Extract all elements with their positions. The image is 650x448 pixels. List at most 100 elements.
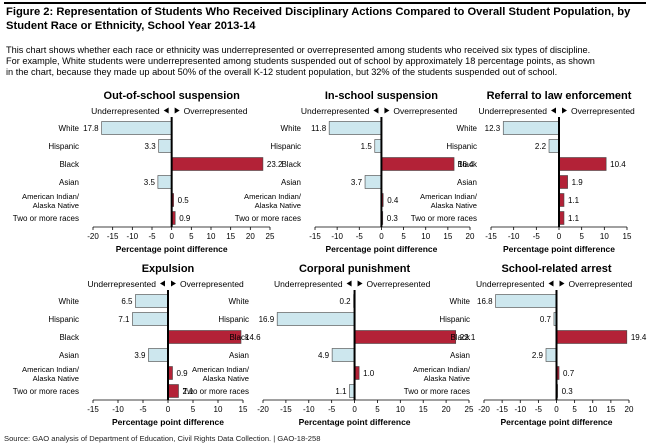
x-tick-label: -15 (107, 232, 119, 241)
legend-over-label: Overrepresented (367, 279, 431, 289)
x-tick-label: 15 (419, 405, 428, 414)
panel-title: Out-of-school suspension (104, 90, 241, 102)
category-label: Black (281, 160, 302, 169)
category-label: American Indian/ (22, 365, 80, 374)
x-tick-label: 5 (401, 232, 406, 241)
x-axis-title: Percentage point difference (325, 244, 437, 254)
data-bar (157, 175, 172, 189)
x-tick-label: 10 (588, 405, 597, 414)
value-label: 16.8 (477, 297, 493, 306)
legend-under-label: Underrepresented (476, 279, 545, 289)
x-tick-label: 25 (465, 405, 474, 414)
x-tick-label: 15 (443, 232, 452, 241)
x-tick-label: -10 (331, 232, 343, 241)
value-label: 16.9 (259, 315, 275, 324)
category-label: American Indian/ (420, 192, 478, 201)
value-label: 11.8 (311, 124, 327, 133)
x-tick-label: -15 (496, 405, 508, 414)
data-bar (495, 294, 557, 308)
description-line-1: This chart shows whether each race or et… (6, 45, 591, 55)
category-label: Alaska Native (33, 201, 79, 210)
data-bar (364, 175, 382, 189)
value-label: 1.0 (363, 369, 375, 378)
x-tick-label: 20 (466, 232, 475, 241)
x-tick-label: -20 (87, 232, 99, 241)
legend-over-label: Overrepresented (569, 279, 633, 289)
category-label: White (281, 124, 302, 133)
category-label: Asian (59, 178, 79, 187)
description-line-2: For example, White students were underre… (6, 56, 595, 66)
data-bar (558, 157, 607, 171)
data-bar (558, 175, 568, 189)
x-tick-label: -5 (328, 405, 336, 414)
value-label: 4.9 (318, 351, 330, 360)
data-bar (381, 157, 455, 171)
right-arrow-icon (357, 280, 363, 287)
x-tick-label: -10 (303, 405, 315, 414)
category-label: Black (59, 333, 80, 342)
value-label: 1.5 (361, 142, 373, 151)
value-label: 2.9 (532, 351, 544, 360)
category-label: Asian (59, 351, 79, 360)
panel-title: In-school suspension (325, 90, 438, 102)
x-tick-label: 5 (579, 232, 584, 241)
x-tick-label: -15 (309, 232, 321, 241)
x-tick-label: 5 (375, 405, 380, 414)
x-tick-label: 15 (226, 232, 235, 241)
x-tick-label: -15 (280, 405, 292, 414)
x-tick-label: 10 (214, 405, 223, 414)
legend-under-label: Underrepresented (87, 279, 156, 289)
right-arrow-icon (562, 107, 567, 114)
right-arrow-icon (559, 280, 565, 287)
value-label: 12.3 (485, 124, 501, 133)
data-bar (354, 330, 457, 344)
left-arrow-icon (163, 107, 169, 114)
category-label: Alaska Native (33, 374, 79, 383)
category-label: American Indian/ (22, 192, 80, 201)
x-axis-title: Percentage point difference (116, 244, 228, 254)
value-label: 0.4 (387, 196, 399, 205)
x-tick-label: -5 (148, 232, 156, 241)
category-label: Two or more races (183, 387, 249, 396)
legend-over-label: Overrepresented (571, 106, 635, 116)
category-label: Black (457, 160, 478, 169)
x-tick-label: 10 (600, 232, 609, 241)
data-bar (167, 384, 179, 398)
value-label: 3.7 (351, 178, 363, 187)
panel-title: Referral to law enforcement (487, 90, 632, 102)
legend-over-label: Overrepresented (393, 106, 457, 116)
value-label: 2.1 (183, 387, 195, 396)
value-label: 1.1 (568, 214, 580, 223)
legend-under-label: Underrepresented (301, 106, 370, 116)
x-tick-label: 10 (421, 232, 430, 241)
source-note: Source: GAO analysis of Department of Ed… (4, 434, 321, 443)
value-label: 1.1 (568, 196, 580, 205)
value-label: 0.7 (540, 315, 552, 324)
x-tick-label: -10 (514, 405, 526, 414)
value-label: 2.2 (535, 142, 547, 151)
category-label: Hispanic (218, 315, 249, 324)
category-label: Hispanic (439, 315, 470, 324)
x-tick-label: -15 (485, 232, 497, 241)
category-label: Black (59, 160, 80, 169)
x-tick-label: 15 (606, 405, 615, 414)
data-bar (135, 294, 169, 308)
category-label: American Indian/ (244, 192, 302, 201)
x-tick-label: 5 (191, 405, 196, 414)
value-label: 3.3 (145, 142, 157, 151)
x-tick-label: 25 (266, 232, 275, 241)
x-tick-label: -5 (139, 405, 147, 414)
category-label: Alaska Native (431, 201, 477, 210)
category-label: Alaska Native (203, 374, 249, 383)
value-label: 3.5 (144, 178, 156, 187)
x-tick-label: -5 (356, 232, 364, 241)
data-bar (502, 121, 560, 135)
description-line-3: in the chart, because they made up about… (6, 67, 558, 77)
category-label: Asian (457, 178, 477, 187)
left-arrow-icon (551, 107, 556, 114)
category-label: Alaska Native (255, 201, 301, 210)
x-tick-label: -20 (257, 405, 269, 414)
x-axis-title: Percentage point difference (299, 417, 411, 427)
